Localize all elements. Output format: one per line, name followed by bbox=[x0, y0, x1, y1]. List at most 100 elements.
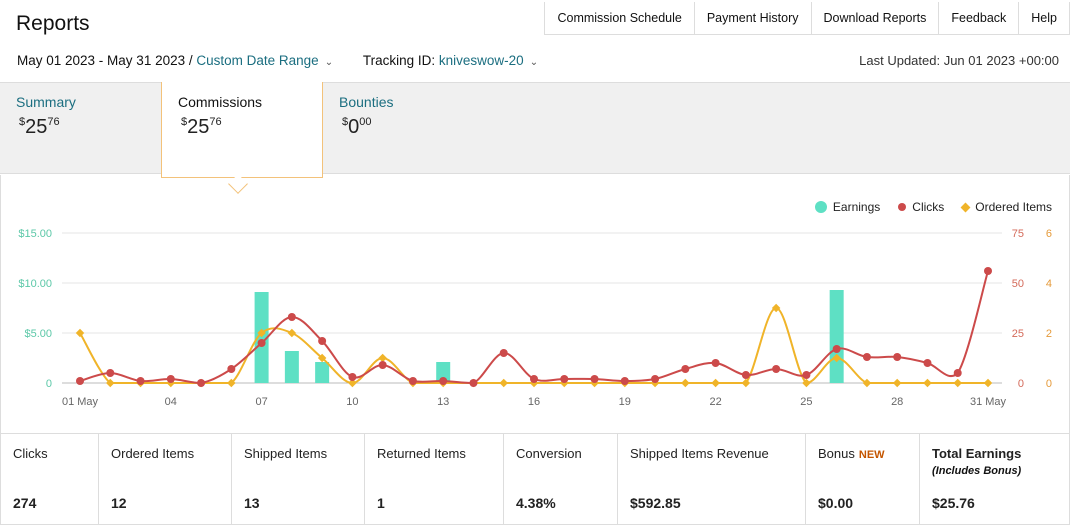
ordered-items-point bbox=[681, 378, 690, 388]
filters-bar: May 01 2023 - May 31 2023 / Custom Date … bbox=[17, 53, 538, 68]
ordered-items-point bbox=[317, 353, 327, 363]
stat-returned-items: Returned Items 1 bbox=[364, 434, 503, 524]
y-tick-clicks: 50 bbox=[1012, 278, 1024, 290]
date-range-text: May 01 2023 - May 31 2023 / bbox=[17, 53, 193, 68]
legend-ordered-label: Ordered Items bbox=[975, 200, 1052, 214]
clicks-point bbox=[257, 339, 266, 347]
ordered-items-point bbox=[348, 378, 357, 388]
page-title: Reports bbox=[16, 12, 90, 35]
tracking-id-dropdown[interactable]: kniveswow-20 ⌄ bbox=[439, 53, 538, 68]
ordered-items-point bbox=[75, 328, 85, 338]
x-tick-label: 25 bbox=[800, 396, 812, 408]
x-tick-label: 22 bbox=[709, 396, 721, 408]
ordered-items-point bbox=[741, 378, 751, 388]
legend-clicks[interactable]: Clicks bbox=[898, 200, 944, 214]
ordered-items-point bbox=[862, 378, 872, 388]
ordered-items-point bbox=[227, 378, 236, 388]
y-tick-earnings: $15.00 bbox=[18, 228, 52, 240]
stat-value: 12 bbox=[111, 495, 127, 511]
new-badge: NEW bbox=[858, 449, 885, 461]
clicks-point bbox=[741, 371, 750, 379]
chevron-down-icon: ⌄ bbox=[324, 57, 334, 68]
feedback-link[interactable]: Feedback bbox=[938, 2, 1018, 34]
earnings-bar bbox=[284, 351, 299, 383]
clicks-point bbox=[378, 361, 387, 369]
tab-bounties[interactable]: Bounties $000 bbox=[323, 82, 483, 174]
clicks-point bbox=[832, 345, 841, 353]
help-link[interactable]: Help bbox=[1018, 2, 1069, 34]
x-tick-label: 04 bbox=[165, 396, 177, 408]
tab-bounties-label: Bounties bbox=[339, 94, 394, 110]
tab-commissions-label: Commissions bbox=[178, 94, 263, 110]
legend-earnings[interactable]: Earnings bbox=[814, 200, 881, 214]
stat-label: Total Earnings bbox=[932, 446, 1022, 461]
clicks-point bbox=[620, 377, 629, 385]
stat-value: 274 bbox=[13, 495, 37, 511]
clicks-point bbox=[348, 373, 357, 381]
stat-label: Shipped Items Revenue bbox=[630, 446, 769, 461]
chart-legend: Earnings Clicks Ordered Items bbox=[814, 200, 1052, 214]
x-tick-label: 10 bbox=[346, 396, 358, 408]
custom-date-range-dropdown[interactable]: Custom Date Range ⌄ bbox=[196, 53, 333, 68]
clicks-point bbox=[893, 353, 902, 361]
tab-bounties-amount: $000 bbox=[342, 116, 372, 138]
x-tick-label: 01 May bbox=[62, 396, 99, 408]
stat-label: Conversion bbox=[516, 446, 582, 461]
y-tick-earnings: 0 bbox=[46, 378, 52, 390]
tracking-label: Tracking ID: bbox=[362, 53, 436, 68]
stat-value: 1 bbox=[377, 495, 385, 511]
payment-history-link[interactable]: Payment History bbox=[693, 2, 811, 34]
clicks-line bbox=[79, 270, 989, 385]
clicks-point bbox=[590, 375, 599, 383]
tab-commissions[interactable]: Commissions $2576 bbox=[161, 82, 323, 178]
ordered-items-point bbox=[499, 378, 508, 388]
range-type-label: Custom Date Range bbox=[196, 53, 319, 68]
earnings-bar bbox=[436, 362, 451, 383]
x-tick-label: 31 May bbox=[970, 396, 1007, 408]
y-tick-clicks: 25 bbox=[1012, 328, 1024, 340]
clicks-point bbox=[530, 375, 538, 383]
stat-sublabel: (Includes Bonus) bbox=[932, 465, 1022, 477]
clicks-point bbox=[984, 267, 992, 275]
earnings-bar bbox=[829, 290, 844, 383]
clicks-point bbox=[106, 369, 115, 377]
clicks-point bbox=[802, 371, 811, 379]
stat-total-earnings: Total Earnings (Includes Bonus) $25.76 bbox=[919, 434, 1069, 524]
legend-ordered-items[interactable]: Ordered Items bbox=[960, 200, 1052, 214]
y-tick-items: 4 bbox=[1046, 278, 1052, 290]
stat-label: Shipped Items bbox=[244, 446, 328, 461]
clicks-point bbox=[499, 349, 508, 357]
ordered-items-point bbox=[892, 378, 902, 388]
stat-value: 4.38% bbox=[516, 495, 556, 511]
ordered-items-point bbox=[953, 378, 962, 388]
bonus-label: Bonus bbox=[818, 446, 855, 461]
stat-label: Bonus NEW bbox=[818, 446, 907, 461]
x-tick-label: 28 bbox=[891, 396, 903, 408]
top-nav: Commission Schedule Payment History Down… bbox=[544, 2, 1070, 35]
ordered-items-line bbox=[79, 306, 988, 385]
ordered-items-point bbox=[287, 328, 297, 338]
ordered-items-point bbox=[378, 353, 387, 363]
stat-conversion: Conversion 4.38% bbox=[503, 434, 617, 524]
clicks-point bbox=[469, 379, 478, 387]
stat-ordered-items: Ordered Items 12 bbox=[98, 434, 231, 524]
clicks-point bbox=[136, 377, 145, 385]
chevron-down-icon: ⌄ bbox=[529, 57, 539, 68]
earnings-bar bbox=[254, 292, 269, 383]
stat-value: 13 bbox=[244, 495, 260, 511]
clicks-point bbox=[711, 359, 720, 367]
stat-clicks: Clicks 274 bbox=[1, 434, 98, 524]
x-tick-label: 16 bbox=[528, 396, 540, 408]
commission-schedule-link[interactable]: Commission Schedule bbox=[557, 11, 682, 25]
x-tick-label: 19 bbox=[619, 396, 631, 408]
ordered-items-point bbox=[711, 378, 720, 388]
tab-summary[interactable]: Summary $2576 bbox=[0, 82, 161, 174]
legend-earnings-label: Earnings bbox=[832, 200, 881, 214]
clicks-swatch bbox=[898, 203, 907, 211]
download-reports-link[interactable]: Download Reports bbox=[810, 2, 939, 34]
clicks-point bbox=[76, 377, 84, 385]
stat-bonus: Bonus NEW $0.00 bbox=[805, 434, 919, 524]
tab-summary-label: Summary bbox=[16, 94, 76, 110]
clicks-point bbox=[166, 375, 175, 383]
clicks-point bbox=[287, 313, 296, 321]
